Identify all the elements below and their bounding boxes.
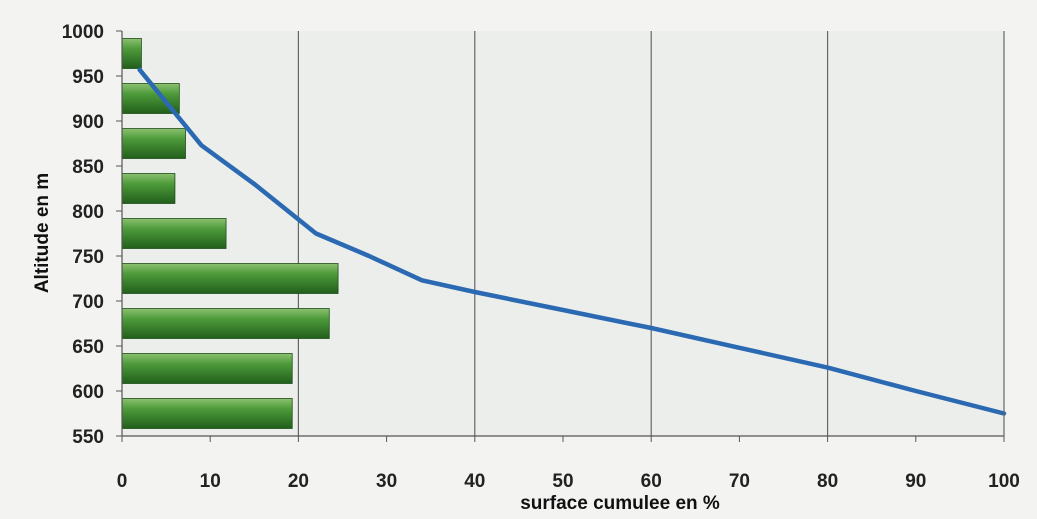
x-tick-label: 20	[288, 471, 309, 492]
x-tick-label: 100	[988, 471, 1020, 492]
y-tick-label: 750	[72, 247, 104, 268]
bar	[121, 38, 142, 69]
y-tick-label: 650	[72, 337, 104, 358]
x-tick-label: 30	[376, 471, 397, 492]
y-tick-label: 850	[72, 157, 104, 178]
y-tick-label: 550	[72, 427, 104, 448]
y-tick-label: 800	[72, 202, 104, 223]
y-tick-label: 900	[72, 112, 104, 133]
bar	[121, 263, 339, 294]
x-axis-title: surface cumulee en %	[520, 493, 720, 514]
bar	[121, 218, 227, 249]
x-tick-label: 60	[641, 471, 662, 492]
y-tick-label: 700	[72, 292, 104, 313]
x-tick-label: 50	[552, 471, 573, 492]
bar	[121, 308, 330, 339]
x-tick-label: 10	[200, 471, 221, 492]
y-tick-label: 1000	[62, 22, 104, 43]
x-tick-label: 40	[464, 471, 485, 492]
y-axis-title: Altitude en m	[32, 173, 53, 293]
y-tick-label: 600	[72, 382, 104, 403]
x-tick-label: 0	[117, 471, 128, 492]
bar	[121, 353, 293, 384]
bars	[121, 38, 339, 429]
y-tick-label: 950	[72, 67, 104, 88]
y-tick-labels: 550 600 650 700 750 800 850 900 950 1000	[62, 22, 122, 448]
x-tick-label: 70	[729, 471, 750, 492]
x-tick-labels: 0 10 20 30 40 50 60 70 80 90 100	[117, 436, 1020, 492]
bar	[121, 173, 176, 204]
x-tick-label: 80	[817, 471, 838, 492]
cumulative-line	[137, 67, 1007, 416]
bar	[121, 128, 186, 159]
x-tick-label: 90	[905, 471, 926, 492]
grid-lines	[297, 31, 829, 436]
line-series	[137, 67, 1007, 416]
bar	[121, 398, 293, 429]
